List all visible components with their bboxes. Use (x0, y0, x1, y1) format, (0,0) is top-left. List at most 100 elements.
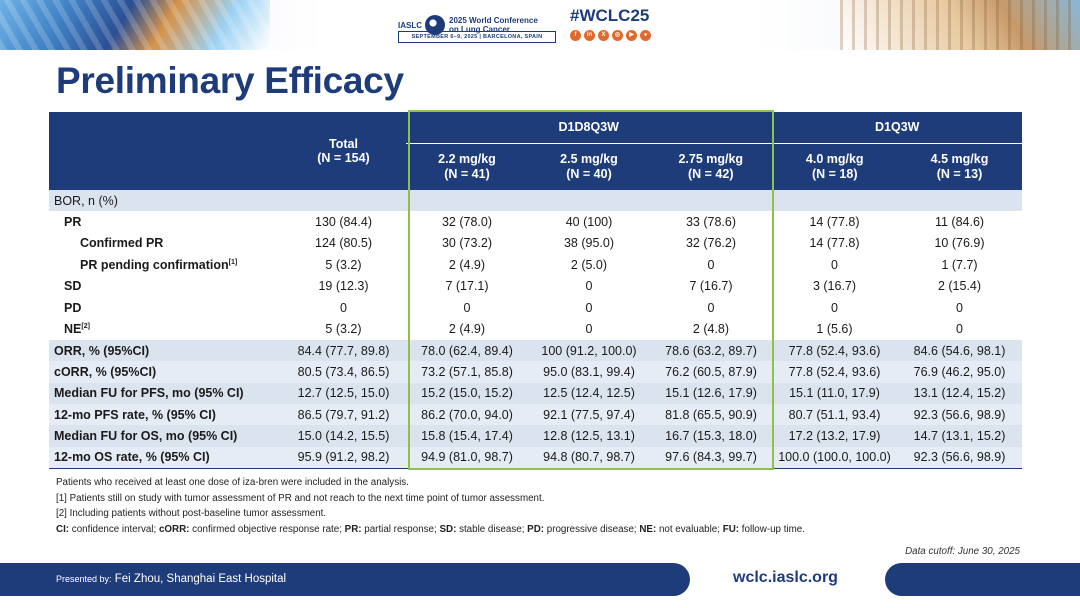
row-label: Median FU for PFS, mo (95% CI) (49, 382, 281, 404)
footnote-analysis: Patients who received at least one dose … (56, 477, 409, 488)
table-cell: 2 (4.9) (406, 318, 528, 340)
table-cell: 10 (76.9) (897, 232, 1023, 255)
conference-url[interactable]: wclc.iaslc.org (733, 569, 838, 586)
table-row: 12-mo PFS rate, % (95% CI) 86.5 (79.7, 9… (49, 403, 1023, 426)
column-n: (N = 41) (444, 166, 490, 181)
footer-bar (0, 563, 690, 596)
table-cell: 78.0 (62.4, 89.4) (406, 339, 528, 362)
table-cell: 100.0 (100.0, 100.0) (772, 446, 897, 469)
table-cell: 33 (78.6) (650, 211, 772, 233)
table-cell: 15.2 (15.0, 15.2) (406, 382, 528, 404)
table-cell: 0 (528, 275, 650, 297)
table-cell: 0 (650, 296, 772, 319)
data-cutoff: Data cutoff: June 30, 2025 (905, 546, 1020, 557)
footnote-ref: [1] (228, 258, 238, 266)
table-cell: 94.8 (80.7, 98.7) (528, 446, 650, 469)
footer-bar-right (885, 563, 1080, 596)
table-row: ORR, % (95%CI) 84.4 (77.7, 89.8) 78.0 (6… (49, 339, 1023, 362)
abbr-term: FU: (722, 523, 740, 535)
table-cell: 2 (5.0) (528, 254, 650, 276)
table-row: Confirmed PR 124 (80.5) 30 (73.2) 38 (95… (49, 232, 1023, 255)
youtube-icon: ▶ (626, 30, 637, 41)
table-cell (897, 190, 1023, 212)
section-row-bor: BOR, n (%) (49, 190, 1023, 212)
presented-by-label: Presented by: (56, 574, 112, 584)
table-cell: 1 (7.7) (897, 254, 1023, 276)
table-cell: 81.8 (65.5, 90.9) (650, 403, 772, 426)
table-cell: 0 (281, 296, 406, 319)
table-cell: 15.1 (12.6, 17.9) (650, 382, 772, 404)
table-row: SD 19 (12.3) 7 (17.1) 0 7 (16.7) 3 (16.7… (49, 275, 1023, 297)
abbreviations: CI: confidence interval; cORR: confirmed… (56, 522, 805, 538)
table-cell: 86.5 (79.7, 91.2) (281, 403, 406, 426)
table-cell: 0 (528, 318, 650, 340)
table-cell: 40 (100) (528, 211, 650, 233)
column-n: (N = 42) (687, 166, 734, 181)
table-row: PR 130 (84.4) 32 (78.0) 40 (100) 33 (78.… (49, 211, 1023, 233)
table-cell: 38 (95.0) (528, 232, 650, 255)
table-cell: 16.7 (15.3, 18.0) (650, 425, 772, 447)
row-label: Confirmed PR (49, 232, 281, 255)
table-cell: 86.2 (70.0, 94.0) (406, 403, 528, 426)
conference-logo: IASLC 2025 World Conference on Lung Canc… (398, 6, 549, 44)
abbr-def: not evaluable; (658, 523, 720, 535)
table-cell: 14 (77.8) (772, 211, 897, 233)
table-row: PR pending confirmation[1] 5 (3.2) 2 (4.… (49, 254, 1023, 276)
table-cell: 17.2 (13.2, 17.9) (772, 425, 897, 447)
row-label: PD (49, 296, 281, 319)
table-cell: 2 (4.9) (406, 254, 528, 276)
footnotes: Patients who received at least one dose … (56, 475, 805, 537)
table-cell (528, 190, 650, 212)
row-label-text: PD (64, 300, 82, 315)
table-cell: 95.9 (91.2, 98.2) (281, 446, 406, 469)
footnote-ref: [2] (81, 322, 90, 330)
column-header: 2.75 mg/kg (N = 42) (650, 143, 772, 190)
table-row: NE[2] 5 (3.2) 2 (4.9) 0 2 (4.8) 1 (5.6) … (49, 318, 1023, 340)
footnote-1: [1] Patients still on study with tumor a… (56, 492, 545, 504)
column-header: 2.5 mg/kg (N = 40) (528, 143, 650, 190)
table-cell: 0 (650, 254, 772, 276)
table-row: cORR, % (95%CI) 80.5 (73.4, 86.5) 73.2 (… (49, 361, 1023, 383)
group-header-d1q3w: D1Q3W (771, 112, 1023, 144)
table-cell: 5 (3.2) (281, 318, 406, 340)
row-label: PR (49, 211, 281, 233)
table-row: 12-mo OS rate, % (95% CI) 95.9 (91.2, 98… (49, 446, 1023, 469)
wechat-icon: ● (640, 30, 651, 41)
efficacy-table: Total (N = 154) D1D8Q3W D1Q3W 2.2 mg/kg(… (49, 112, 1023, 469)
row-label: PR pending confirmation[1] (49, 254, 281, 276)
linkedin-icon: in (584, 30, 595, 41)
table-cell: 124 (80.5) (281, 232, 406, 255)
instagram-icon: ◎ (612, 30, 623, 41)
section-label: BOR, n (%) (49, 190, 281, 212)
table-cell: 77.8 (52.4, 93.6) (772, 339, 897, 362)
table-cell: 7 (16.7) (650, 275, 772, 297)
header-banner (0, 0, 1080, 50)
table-cell: 12.8 (12.5, 13.1) (528, 425, 650, 447)
table-row: Median FU for OS, mo (95% CI) 15.0 (14.2… (49, 425, 1023, 447)
row-label: ORR, % (95%CI) (49, 339, 281, 362)
presenter-name: Fei Zhou, Shanghai East Hospital (114, 573, 287, 585)
total-header-label: Total (329, 137, 358, 151)
presenter-credit: Presented by: Fei Zhou, Shanghai East Ho… (56, 573, 286, 585)
column-header: 4.5 mg/kg (N = 13) (897, 143, 1023, 190)
table-cell: 2 (4.8) (650, 318, 772, 340)
table-cell: 76.2 (60.5, 87.9) (650, 361, 772, 383)
table-cell: 3 (16.7) (772, 275, 897, 297)
table-cell: 5 (3.2) (281, 254, 406, 276)
row-label: 12-mo OS rate, % (95% CI) (49, 446, 281, 469)
table-cell: 76.9 (46.2, 95.0) (897, 361, 1023, 383)
abbr-def: stable disease; (459, 523, 525, 535)
table-cell: 80.7 (51.1, 93.4) (772, 403, 897, 426)
column-dose: 4.0 mg/kg (805, 151, 864, 166)
page-title: Preliminary Efficacy (56, 60, 404, 101)
column-n: (N = 40) (566, 166, 612, 181)
table-cell: 73.2 (57.1, 85.8) (406, 361, 528, 383)
barcelona-art-right (840, 0, 1080, 50)
table-cell: 130 (84.4) (281, 211, 406, 233)
table-cell (650, 190, 772, 212)
abbr-def: follow-up time. (741, 523, 805, 535)
table-cell: 97.6 (84.3, 99.7) (650, 446, 772, 469)
table-cell: 30 (73.2) (406, 232, 528, 255)
abbr-term: PD: (527, 523, 545, 535)
table-cell: 94.9 (81.0, 98.7) (406, 446, 528, 469)
